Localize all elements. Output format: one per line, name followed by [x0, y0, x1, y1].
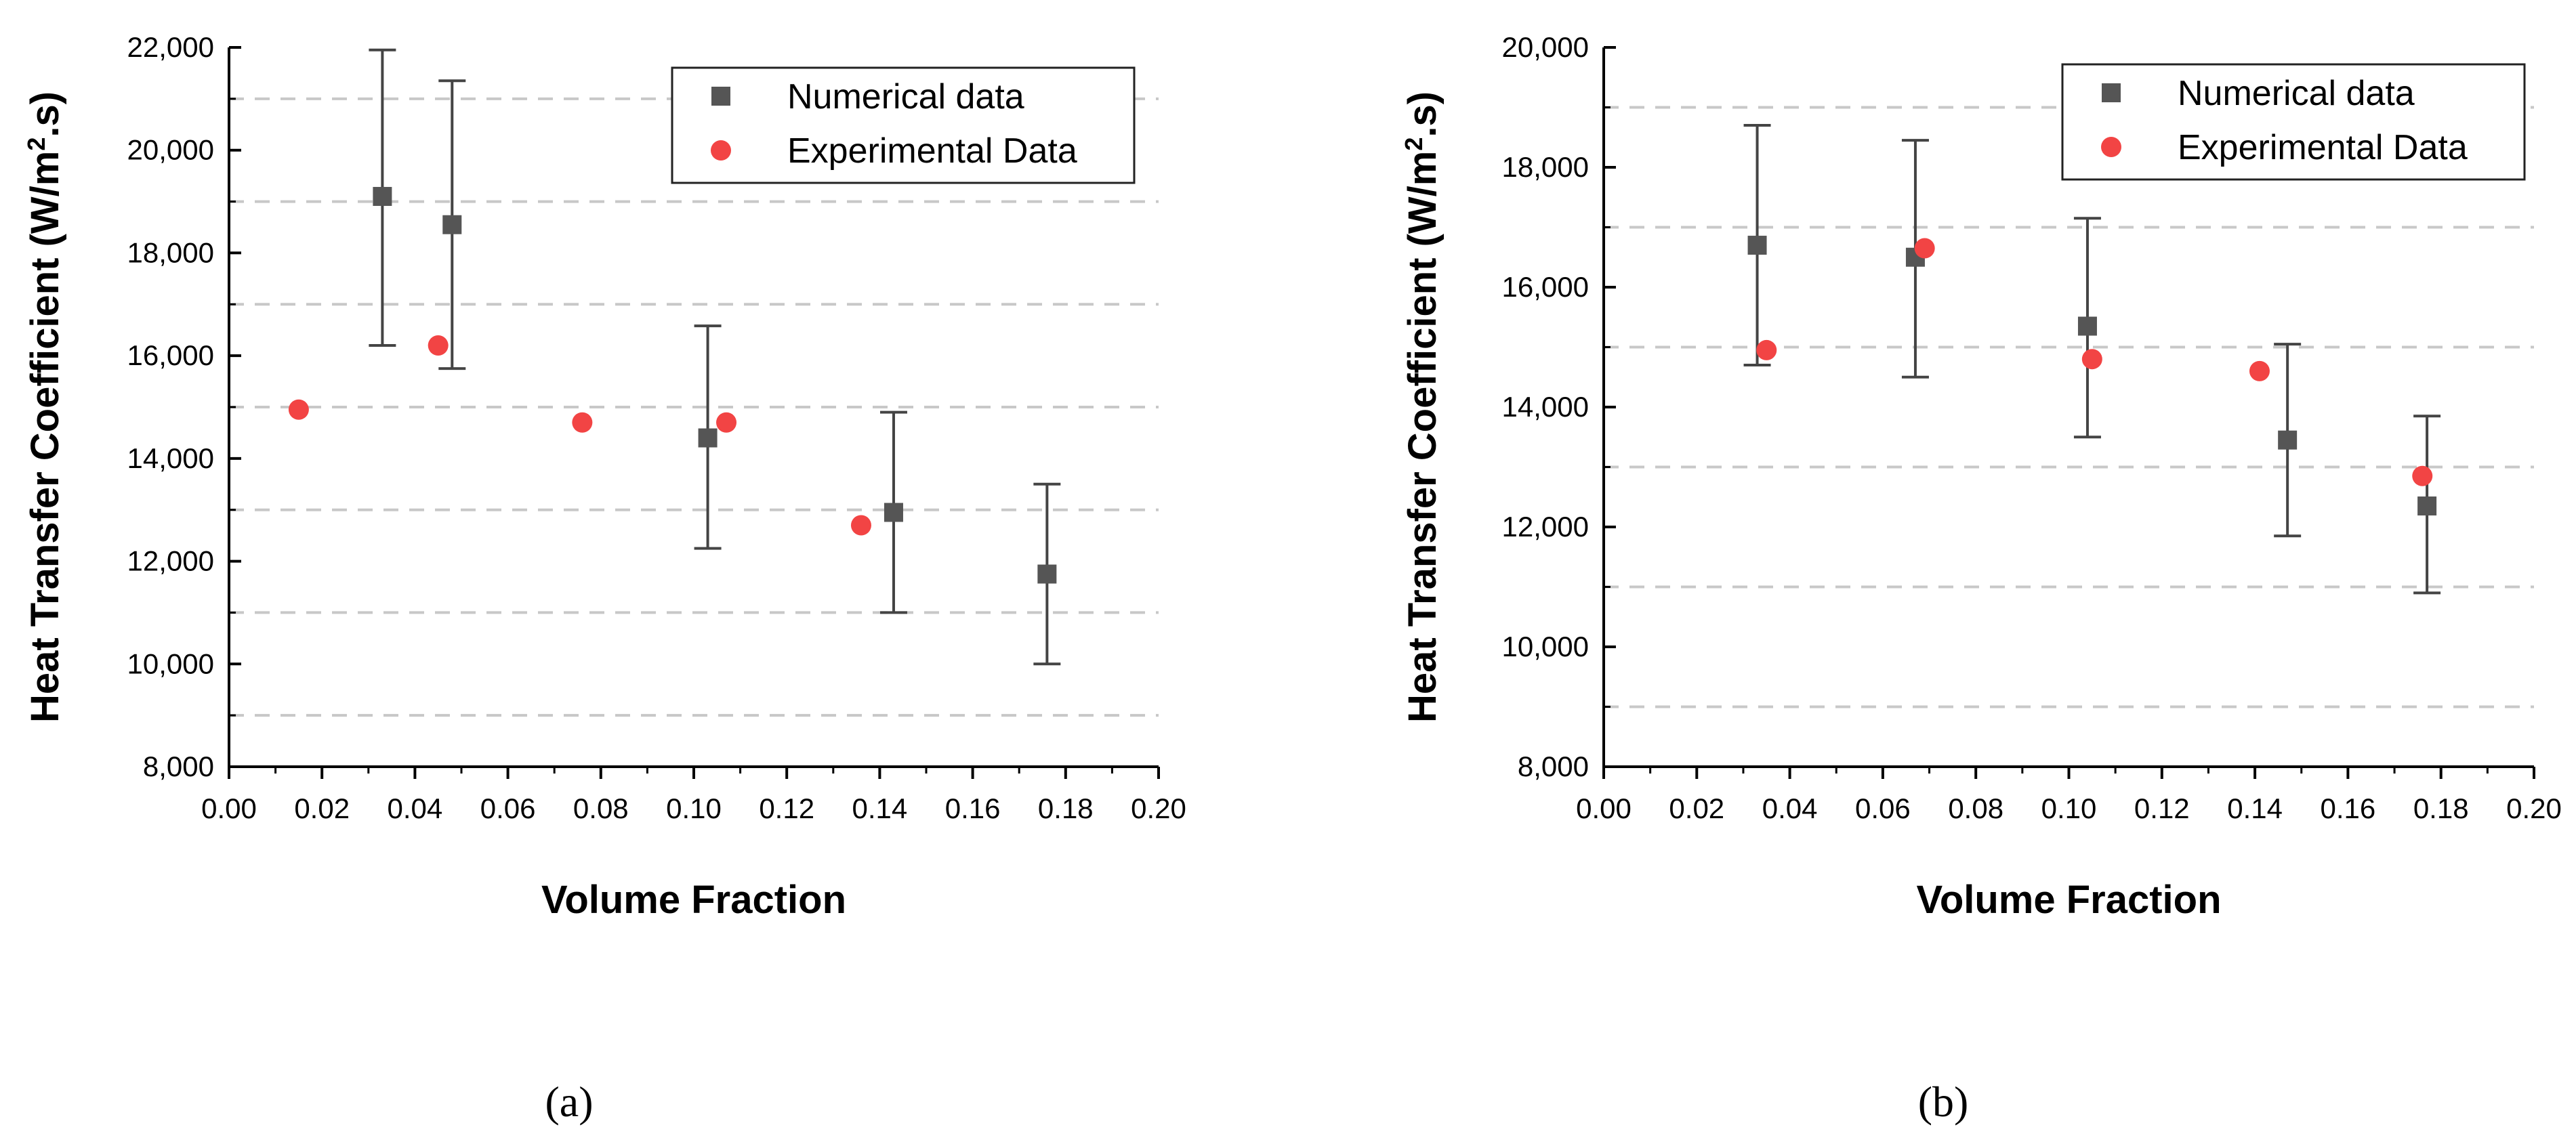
x-tick-label: 0.02 [294, 792, 350, 824]
numerical-data-point [884, 503, 903, 522]
x-tick-label: 0.14 [852, 792, 908, 824]
x-tick-label: 0.14 [2227, 792, 2283, 824]
x-tick-label: 0.10 [666, 792, 722, 824]
legend-marker-experimental [711, 140, 731, 161]
x-tick-label: 0.12 [759, 792, 814, 824]
y-tick-label: 8,000 [1518, 750, 1589, 782]
experimental-data-point [850, 515, 871, 536]
x-tick-label: 0.00 [201, 792, 257, 824]
experimental-data-point [428, 335, 449, 356]
y-tick-label: 12,000 [127, 545, 214, 577]
y-tick-label: 16,000 [127, 339, 214, 371]
x-tick-label: 0.08 [1948, 792, 2003, 824]
y-tick-label: 12,000 [1502, 511, 1589, 543]
legend-box [671, 66, 1136, 184]
y-tick-label: 18,000 [127, 236, 214, 268]
panel-a: 8,000 10,000 12,000 14,000 16,000 18,000 20,00… [22, 31, 1186, 1126]
numerical-data-point [1747, 236, 1767, 255]
legend-box [2061, 63, 2526, 181]
x-axis-title: Volume Fraction [1916, 878, 2221, 922]
legend-label-experimental: Experimental Data [2178, 128, 2468, 167]
legend-label-numerical: Numerical data [787, 77, 1024, 116]
x-tick-label: 0.16 [945, 792, 1001, 824]
numerical-data-point [2278, 430, 2298, 450]
experimental-data-point [716, 412, 737, 433]
x-tick-label: 0.16 [2321, 792, 2376, 824]
x-tick-label: 0.18 [2413, 792, 2469, 824]
legend-marker-numerical [711, 87, 730, 106]
experimental-data-point [1756, 339, 1777, 360]
numerical-data-point [2417, 496, 2437, 516]
x-tick-label: 0.02 [1669, 792, 1724, 824]
legend-marker-experimental [2101, 137, 2121, 157]
experimental-data-point [2249, 360, 2270, 381]
experimental-data-point [1914, 238, 1935, 259]
numerical-data-point [442, 215, 462, 234]
x-tick-label: 0.04 [388, 792, 443, 824]
experimental-data-point [288, 399, 309, 420]
x-axis-title: Volume Fraction [541, 878, 846, 922]
y-tick-label: 20,000 [1502, 31, 1589, 63]
x-tick-label: 0.18 [1038, 792, 1094, 824]
x-tick-label: 0.06 [1855, 792, 1911, 824]
panel-b: 8,000 10,000 12,000 14,000 16,000 18,000 20,00… [1400, 31, 2562, 1126]
x-tick-label: 0.06 [480, 792, 536, 824]
y-tick-label: 10,000 [127, 648, 214, 679]
y-tick-label: 14,000 [127, 442, 214, 474]
y-tick-label: 18,000 [1502, 151, 1589, 183]
experimental-data-point [572, 412, 593, 433]
y-tick-label: 20,000 [127, 134, 214, 166]
experimental-data-point [2081, 349, 2102, 370]
panel-caption: (a) [545, 1078, 593, 1126]
legend-marker-numerical [2102, 83, 2121, 102]
x-tick-label: 0.20 [1131, 792, 1186, 824]
y-tick-label: 8,000 [143, 750, 214, 782]
y-tick-label: 14,000 [1502, 391, 1589, 423]
x-tick-label: 0.20 [2506, 792, 2562, 824]
x-tick-label: 0.00 [1576, 792, 1632, 824]
y-axis-title: Heat Transfer Coefficient (W/m2.s) [22, 91, 68, 723]
experimental-data-point [2412, 465, 2433, 486]
numerical-data-point [2077, 316, 2097, 336]
x-tick-label: 0.12 [2134, 792, 2190, 824]
numerical-data-point [373, 186, 392, 206]
numerical-data-point [698, 428, 718, 448]
numerical-data-point [1037, 564, 1057, 584]
y-axis-title: Heat Transfer Coefficient (W/m2.s) [1400, 91, 1445, 723]
x-tick-label: 0.10 [2041, 792, 2097, 824]
legend-label-numerical: Numerical data [2178, 74, 2415, 113]
x-tick-label: 0.08 [573, 792, 629, 824]
panel-caption: (b) [1918, 1078, 1969, 1126]
y-tick-label: 10,000 [1502, 631, 1589, 662]
legend-label-experimental: Experimental Data [787, 131, 1077, 171]
y-tick-label: 16,000 [1502, 271, 1589, 303]
x-tick-label: 0.04 [1762, 792, 1818, 824]
y-tick-label: 22,000 [127, 31, 214, 63]
